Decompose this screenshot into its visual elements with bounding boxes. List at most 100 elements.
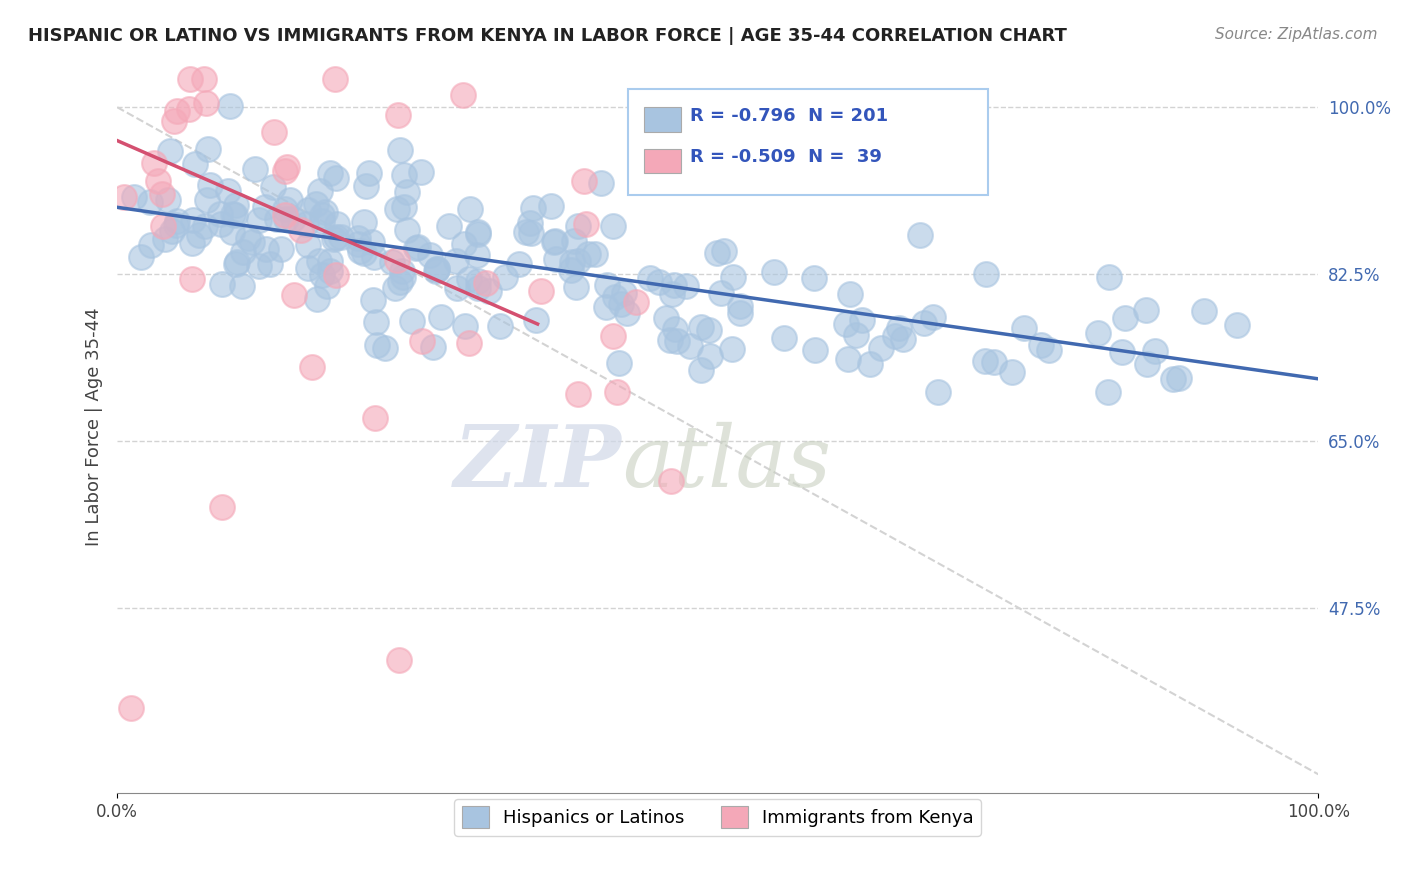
Point	[804, 343, 827, 357]
Point	[181, 213, 204, 227]
Point	[546, 252, 568, 267]
Point	[1114, 311, 1136, 326]
Point	[591, 176, 613, 190]
Point	[353, 245, 375, 260]
Point	[187, 228, 209, 243]
Point	[974, 267, 997, 281]
Point	[602, 219, 624, 234]
FancyBboxPatch shape	[644, 149, 682, 172]
Point	[274, 164, 297, 178]
Point	[305, 292, 328, 306]
Point	[467, 274, 489, 288]
Point	[596, 277, 619, 292]
Point	[884, 329, 907, 343]
Point	[363, 250, 385, 264]
Point	[129, 250, 152, 264]
Point	[166, 213, 188, 227]
Text: HISPANIC OR LATINO VS IMMIGRANTS FROM KENYA IN LABOR FORCE | AGE 35-44 CORRELATI: HISPANIC OR LATINO VS IMMIGRANTS FROM KE…	[28, 27, 1067, 45]
Point	[208, 207, 231, 221]
Point	[411, 334, 433, 349]
Y-axis label: In Labor Force | Age 35-44: In Labor Force | Age 35-44	[86, 307, 103, 546]
Point	[224, 208, 246, 222]
Point	[139, 195, 162, 210]
Point	[508, 257, 530, 271]
Point	[648, 275, 671, 289]
Point	[388, 653, 411, 667]
Point	[837, 352, 859, 367]
Point	[231, 279, 253, 293]
Point	[474, 277, 496, 291]
Point	[297, 203, 319, 218]
Point	[887, 321, 910, 335]
Point	[254, 243, 277, 257]
Point	[1087, 326, 1109, 340]
Point	[834, 318, 856, 332]
Point	[347, 236, 370, 251]
Point	[353, 215, 375, 229]
Text: R = -0.509  N =  39: R = -0.509 N = 39	[690, 148, 882, 166]
Point	[605, 290, 627, 304]
Point	[453, 237, 475, 252]
Point	[311, 214, 333, 228]
Point	[295, 217, 318, 231]
Point	[395, 223, 418, 237]
Point	[181, 272, 204, 286]
Point	[319, 166, 342, 180]
Point	[361, 235, 384, 249]
Point	[384, 281, 406, 295]
Point	[678, 339, 700, 353]
Point	[297, 237, 319, 252]
Point	[236, 231, 259, 245]
Point	[851, 312, 873, 326]
Point	[419, 247, 441, 261]
Point	[446, 253, 468, 268]
Point	[155, 232, 177, 246]
Point	[706, 246, 728, 260]
Point	[385, 253, 408, 268]
Point	[869, 341, 891, 355]
Point	[713, 244, 735, 259]
Point	[561, 255, 583, 269]
Point	[675, 278, 697, 293]
Point	[325, 229, 347, 244]
Point	[385, 202, 408, 216]
Point	[259, 257, 281, 271]
Point	[728, 300, 751, 314]
Point	[411, 164, 433, 178]
Point	[1161, 372, 1184, 386]
Text: Source: ZipAtlas.com: Source: ZipAtlas.com	[1215, 27, 1378, 42]
Point	[624, 295, 647, 310]
Point	[112, 190, 135, 204]
Point	[515, 226, 537, 240]
Point	[567, 219, 589, 233]
Point	[309, 184, 332, 198]
Point	[283, 288, 305, 302]
Point	[728, 306, 751, 320]
Point	[221, 225, 243, 239]
Point	[278, 194, 301, 208]
Point	[392, 200, 415, 214]
Point	[316, 279, 339, 293]
Point	[219, 99, 242, 113]
Point	[1031, 338, 1053, 352]
Point	[659, 474, 682, 488]
Point	[211, 277, 233, 292]
Point	[1038, 343, 1060, 357]
Point	[180, 235, 202, 250]
Point	[1226, 318, 1249, 333]
Point	[426, 262, 449, 277]
Point	[195, 193, 218, 207]
Point	[357, 166, 380, 180]
Point	[391, 263, 413, 277]
Point	[142, 156, 165, 170]
Point	[666, 334, 689, 348]
Point	[263, 124, 285, 138]
Point	[193, 71, 215, 86]
Point	[276, 161, 298, 175]
Point	[281, 212, 304, 227]
Point	[194, 219, 217, 233]
Point	[1111, 345, 1133, 359]
Point	[425, 264, 447, 278]
Point	[494, 270, 516, 285]
Point	[274, 208, 297, 222]
